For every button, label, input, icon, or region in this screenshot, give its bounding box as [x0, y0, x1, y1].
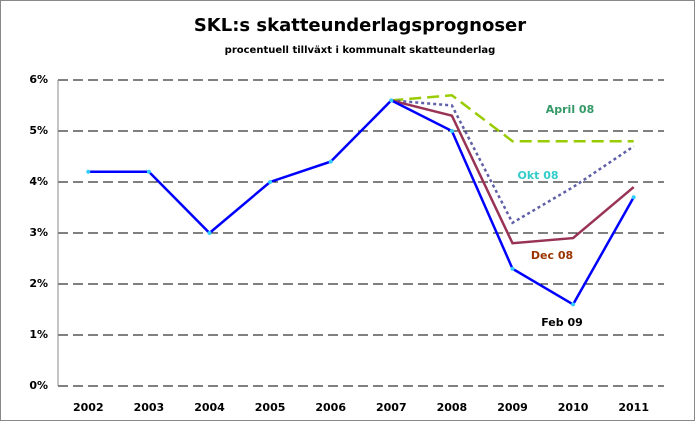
series-label: Feb 09 — [541, 316, 583, 329]
point-marker — [146, 169, 151, 174]
series-line — [88, 98, 635, 307]
x-tick-label: 2002 — [73, 401, 104, 414]
x-tick-label: 2003 — [134, 401, 165, 414]
chart-title: SKL:s skatteunderlagsprognoser — [194, 15, 526, 36]
x-tick-label: 2009 — [497, 401, 528, 414]
x-tick-label: 2011 — [618, 401, 649, 414]
point-marker — [268, 180, 273, 184]
point-marker — [449, 129, 454, 133]
y-tick-label: 3% — [29, 226, 48, 239]
series-label: April 08 — [546, 103, 595, 116]
y-tick-label: 0% — [29, 379, 48, 392]
series-line — [390, 99, 635, 245]
x-tick-label: 2007 — [376, 401, 407, 414]
y-tick-label: 4% — [29, 175, 48, 188]
series-label: Okt 08 — [517, 169, 558, 182]
chart-subtitle: procentuell tillväxt i kommunalt skatteu… — [225, 45, 496, 56]
y-tick-label: 1% — [29, 328, 48, 341]
point-marker — [86, 169, 91, 174]
series-line — [391, 94, 634, 143]
point-marker — [389, 98, 394, 103]
x-tick-label: 2005 — [255, 401, 286, 414]
point-marker — [328, 159, 333, 164]
series-label: Dec 08 — [531, 249, 573, 262]
point-marker — [571, 302, 576, 307]
x-tick-label: 2010 — [558, 401, 589, 414]
point-marker — [207, 231, 212, 235]
point-marker — [510, 266, 515, 271]
x-tick-label: 2008 — [437, 401, 468, 414]
x-tick-label: 2006 — [315, 401, 346, 414]
y-tick-label: 2% — [29, 277, 48, 290]
x-tick-label: 2004 — [194, 401, 225, 414]
y-tick-label: 5% — [29, 124, 48, 137]
point-marker — [631, 195, 636, 200]
series-line — [391, 99, 635, 225]
y-tick-label: 6% — [29, 73, 48, 86]
